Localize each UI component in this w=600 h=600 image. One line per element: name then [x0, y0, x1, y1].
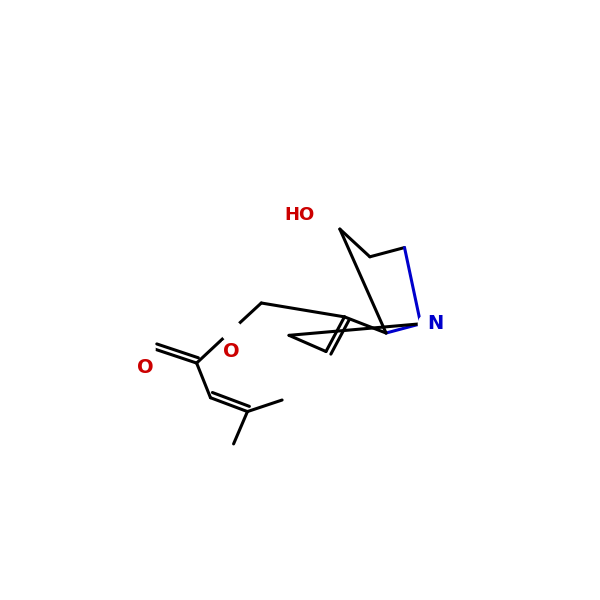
Circle shape — [135, 339, 155, 359]
Circle shape — [221, 320, 241, 341]
Text: N: N — [428, 314, 444, 333]
Text: O: O — [137, 358, 153, 377]
Text: HO: HO — [284, 206, 314, 224]
Circle shape — [418, 314, 437, 333]
Text: O: O — [223, 342, 239, 361]
